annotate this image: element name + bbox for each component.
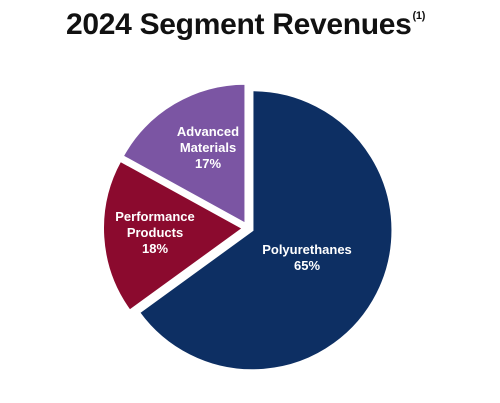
chart-title: 2024 Segment Revenues(1) [66,8,425,42]
slice-value-label: 18% [142,241,168,256]
slice-value-label: 65% [294,258,320,273]
slice-name-label: Advanced [177,124,239,139]
slice-label-advanced-materials: Advanced Materials 17% [177,124,239,171]
slice-name-label: Performance [115,209,194,224]
slice-label-performance-products: Performance Products 18% [115,209,194,256]
slice-name-label: Products [127,225,183,240]
pie-slice-advanced-materials [121,82,247,226]
pie-slice-performance-products [102,159,245,313]
pie-slices [102,82,394,372]
slice-name-label: Polyurethanes [262,242,352,257]
chart-title-text: 2024 Segment Revenues [66,8,412,41]
title-footnote-marker: (1) [412,10,426,22]
slice-value-label: 17% [195,156,221,171]
pie-slice-polyurethanes [137,89,394,372]
pie-labels: Polyurethanes 65% Performance Products 18% Ad… [115,124,352,273]
slice-label-polyurethanes: Polyurethanes 65% [262,242,352,273]
slice-name-label: Materials [180,140,236,155]
